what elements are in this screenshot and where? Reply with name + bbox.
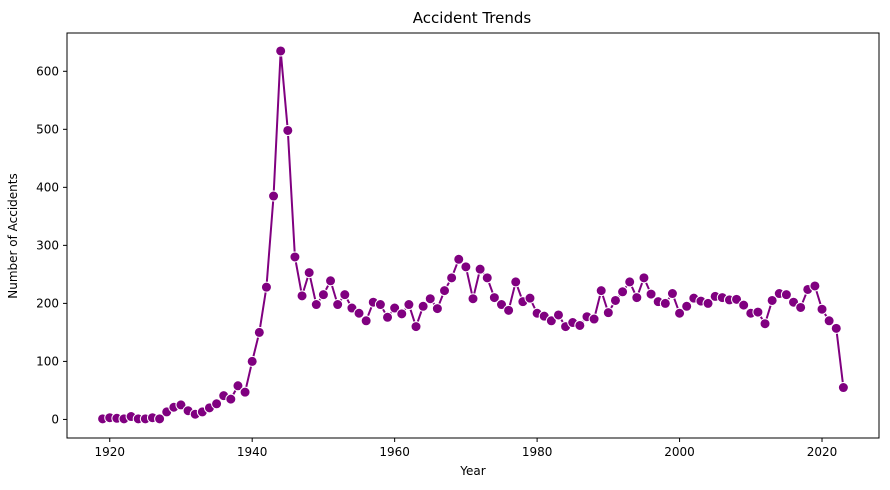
data-point	[674, 307, 686, 319]
data-point	[481, 272, 493, 284]
x-tick-label: 1920	[94, 445, 125, 459]
data-point	[809, 280, 821, 292]
y-tick-label: 300	[36, 238, 59, 252]
data-point	[417, 300, 429, 312]
x-axis-ticks: 1920 1940 1960 1980 2000 2020	[94, 438, 837, 459]
data-point	[460, 261, 472, 273]
data-point	[275, 45, 287, 57]
x-tick-label: 1980	[522, 445, 553, 459]
data-point	[631, 292, 643, 304]
data-point	[246, 355, 258, 367]
x-tick-label: 1960	[379, 445, 410, 459]
data-point	[574, 319, 586, 331]
data-point	[645, 288, 657, 300]
data-point	[659, 297, 671, 309]
series-line	[102, 50, 845, 420]
data-point	[424, 293, 436, 305]
data-point	[552, 309, 564, 321]
y-tick-label: 400	[36, 180, 59, 194]
data-point	[211, 398, 223, 410]
data-point	[816, 303, 828, 315]
y-tick-label: 0	[51, 412, 59, 426]
data-point	[638, 272, 650, 284]
data-point	[780, 289, 792, 301]
y-axis-label: Number of Accidents	[6, 173, 20, 299]
y-tick-label: 500	[36, 122, 59, 136]
data-point	[260, 281, 272, 293]
data-point	[332, 299, 344, 311]
x-axis-label: Year	[459, 464, 485, 478]
data-point	[467, 293, 479, 305]
data-point	[752, 306, 764, 318]
data-point	[595, 285, 607, 297]
data-point	[225, 393, 237, 405]
data-point	[317, 289, 329, 301]
data-point	[339, 289, 351, 301]
data-point	[602, 307, 614, 319]
data-point	[389, 302, 401, 314]
x-tick-label: 1940	[237, 445, 268, 459]
data-point	[545, 315, 557, 327]
data-point	[731, 293, 743, 305]
y-axis-ticks: 0 100 200 300 400 500 600	[36, 64, 67, 426]
data-point	[353, 307, 365, 319]
data-point	[382, 311, 394, 323]
data-point	[303, 267, 315, 279]
data-point	[681, 300, 693, 312]
data-point	[232, 380, 244, 392]
y-tick-label: 200	[36, 296, 59, 310]
data-point	[289, 251, 301, 263]
data-point	[617, 286, 629, 298]
data-point	[431, 303, 443, 315]
data-point	[253, 326, 265, 338]
data-point	[325, 275, 337, 287]
data-point	[624, 276, 636, 288]
y-tick-label: 100	[36, 354, 59, 368]
data-point	[510, 276, 522, 288]
data-point	[503, 304, 515, 316]
data-point	[766, 294, 778, 306]
data-point	[666, 288, 678, 300]
x-tick-label: 2000	[664, 445, 695, 459]
data-point	[239, 386, 251, 398]
data-point	[837, 382, 849, 394]
x-tick-label: 2020	[807, 445, 838, 459]
data-point	[175, 399, 187, 411]
data-point	[310, 299, 322, 311]
data-point	[374, 299, 386, 311]
data-point	[396, 308, 408, 320]
data-point	[403, 299, 415, 311]
data-point	[830, 322, 842, 334]
data-point	[446, 272, 458, 284]
data-point	[609, 294, 621, 306]
data-point	[282, 124, 294, 136]
data-point	[453, 253, 465, 265]
y-tick-label: 600	[36, 64, 59, 78]
data-point	[296, 290, 308, 302]
data-point	[495, 299, 507, 311]
data-point	[759, 318, 771, 330]
chart-title: Accident Trends	[413, 9, 532, 27]
data-point	[410, 321, 422, 333]
data-point	[738, 299, 750, 311]
data-point	[360, 315, 372, 327]
data-point	[474, 263, 486, 275]
plot-frame	[66, 32, 880, 439]
data-point	[154, 413, 166, 425]
data-point	[823, 315, 835, 327]
data-point	[702, 297, 714, 309]
data-point	[268, 190, 280, 202]
data-point	[439, 285, 451, 297]
data-point	[588, 313, 600, 325]
data-point	[795, 301, 807, 313]
data-point	[524, 292, 536, 304]
data-points	[97, 45, 849, 425]
data-point	[488, 292, 500, 304]
